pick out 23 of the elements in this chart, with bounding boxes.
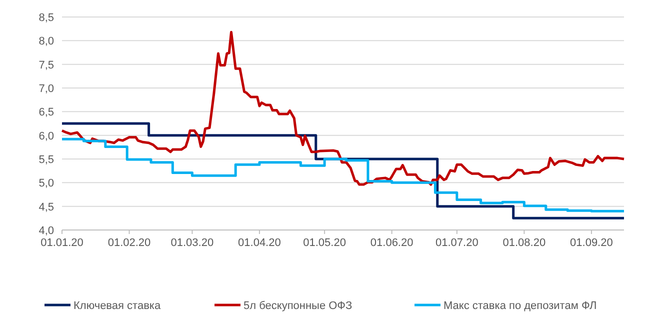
y-tick-label: 8,0 — [38, 36, 54, 48]
y-tick-label: 5,0 — [38, 178, 54, 190]
y-tick-label: 4,0 — [38, 225, 54, 237]
legend-label: Макс ставка по депозитам ФЛ — [444, 300, 597, 312]
y-tick-label: 6,5 — [38, 106, 54, 119]
y-tick-label: 8,5 — [38, 12, 54, 24]
y-tick-label: 4,5 — [38, 201, 54, 214]
x-tick-label: 01.06.20 — [370, 237, 414, 249]
y-tick-label: 7,0 — [38, 83, 54, 95]
y-tick-label: 6,0 — [38, 130, 54, 142]
x-tick-label: 01.07.20 — [436, 237, 478, 249]
y-tick-label: 5,5 — [38, 154, 54, 166]
line-series — [60, 30, 626, 186]
legend-label: 5л бескупонные ОФЗ — [244, 300, 353, 312]
x-tick-label: 01.01.20 — [40, 237, 84, 249]
x-tick-label: 01.03.20 — [170, 237, 214, 249]
legend-label: Ключевая ставка — [74, 300, 162, 312]
x-tick-label: 01.04.20 — [238, 237, 281, 249]
y-tick-label: 7,5 — [38, 59, 54, 72]
x-tick-label: 01.02.20 — [108, 237, 151, 249]
x-tick-label: 01.05.20 — [303, 237, 346, 249]
x-tick-label: 01.08.20 — [502, 237, 546, 249]
x-tick-label: 01.09.20 — [570, 237, 613, 249]
